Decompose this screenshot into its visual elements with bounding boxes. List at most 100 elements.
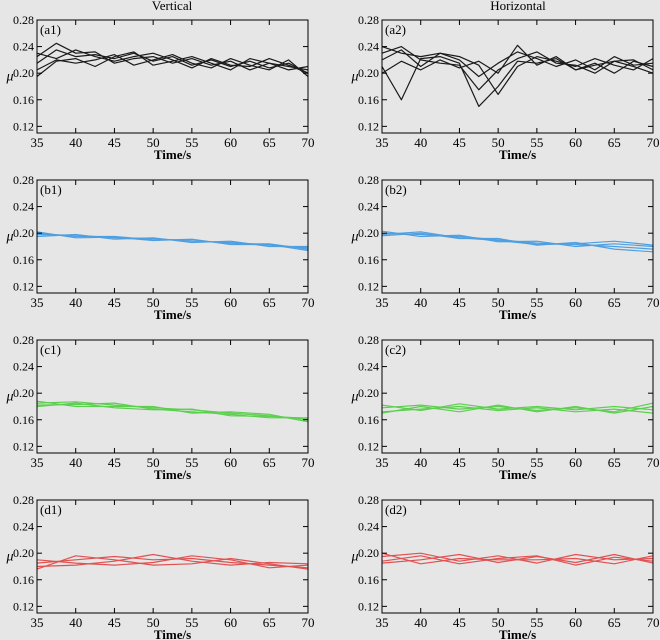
x-tick-label: 45 bbox=[108, 135, 121, 150]
x-tick-label: 35 bbox=[376, 615, 389, 630]
y-tick-label: 0.12 bbox=[358, 599, 379, 613]
x-tick-label: 65 bbox=[608, 455, 621, 470]
x-tick-label: 50 bbox=[492, 135, 505, 150]
series-line-a2-2 bbox=[381, 56, 654, 107]
y-axis-label: μ bbox=[350, 70, 358, 85]
series-line-a1-3 bbox=[36, 54, 309, 77]
x-tick-label: 40 bbox=[414, 135, 427, 150]
x-tick-label: 50 bbox=[492, 615, 505, 630]
y-tick-label: 0.12 bbox=[13, 119, 34, 133]
y-tick-label: 0.16 bbox=[13, 93, 34, 107]
series-line-d2-3 bbox=[381, 552, 654, 565]
x-tick-label: 45 bbox=[108, 455, 121, 470]
x-tick-label: 35 bbox=[31, 615, 44, 630]
x-tick-label: 35 bbox=[376, 295, 389, 310]
x-tick-label: 70 bbox=[302, 135, 315, 150]
x-tick-label: 60 bbox=[569, 455, 582, 470]
series-line-c1-4 bbox=[36, 402, 309, 419]
y-tick-label: 0.28 bbox=[358, 173, 379, 187]
x-tick-label: 65 bbox=[263, 295, 276, 310]
x-tick-label: 40 bbox=[69, 615, 82, 630]
chart-panel-b2: 35 40 45 50 55 60 65 70 0.12 0.16 0.20 0.24 0.28 Time… bbox=[350, 173, 659, 322]
x-tick-label: 45 bbox=[453, 135, 466, 150]
series-line-b2-3 bbox=[381, 230, 654, 248]
y-tick-label: 0.28 bbox=[13, 13, 34, 27]
series-line-b1-4 bbox=[36, 231, 309, 252]
y-tick-label: 0.16 bbox=[358, 253, 379, 267]
y-tick-label: 0.24 bbox=[13, 520, 34, 534]
x-tick-label: 65 bbox=[263, 455, 276, 470]
series-line-a2-1 bbox=[381, 46, 654, 91]
x-tick-label: 40 bbox=[69, 135, 82, 150]
series-line-a2-3 bbox=[381, 46, 654, 78]
y-tick-label: 0.20 bbox=[13, 226, 34, 240]
series-line-c1-1 bbox=[36, 401, 309, 421]
y-axis-label: μ bbox=[5, 70, 13, 85]
y-tick-label: 0.24 bbox=[13, 200, 34, 214]
y-tick-label: 0.12 bbox=[358, 279, 379, 293]
y-axis-label: μ bbox=[350, 390, 358, 405]
x-tick-label: 55 bbox=[530, 135, 543, 150]
x-tick-label: 55 bbox=[185, 455, 198, 470]
plot-frame bbox=[381, 499, 654, 614]
y-tick-label: 0.12 bbox=[358, 439, 379, 453]
x-tick-label: 65 bbox=[608, 615, 621, 630]
x-tick-label: 40 bbox=[414, 455, 427, 470]
y-tick-label: 0.20 bbox=[13, 66, 34, 80]
x-tick-label: 70 bbox=[302, 615, 315, 630]
y-tick-label: 0.16 bbox=[358, 93, 379, 107]
panel-label: (d2) bbox=[385, 502, 407, 517]
y-tick-label: 0.24 bbox=[358, 360, 379, 374]
plot-frame bbox=[381, 19, 654, 134]
x-tick-label: 35 bbox=[31, 455, 44, 470]
y-tick-label: 0.16 bbox=[13, 573, 34, 587]
y-tick-label: 0.28 bbox=[358, 493, 379, 507]
x-tick-label: 60 bbox=[224, 455, 237, 470]
y-axis-label: μ bbox=[5, 550, 13, 565]
plot-frame bbox=[36, 179, 309, 294]
y-axis-label: μ bbox=[5, 390, 13, 405]
x-tick-label: 40 bbox=[69, 455, 82, 470]
plot-frame bbox=[381, 339, 654, 454]
x-tick-label: 40 bbox=[414, 295, 427, 310]
y-tick-label: 0.24 bbox=[358, 520, 379, 534]
y-tick-label: 0.16 bbox=[13, 253, 34, 267]
panel-label: (c1) bbox=[40, 342, 61, 357]
y-axis-label: μ bbox=[350, 550, 358, 565]
panel-label: (b1) bbox=[40, 182, 62, 197]
y-tick-label: 0.12 bbox=[13, 279, 34, 293]
x-tick-label: 40 bbox=[414, 615, 427, 630]
x-tick-label: 45 bbox=[108, 295, 121, 310]
x-tick-label: 45 bbox=[453, 455, 466, 470]
y-tick-label: 0.16 bbox=[13, 413, 34, 427]
x-tick-label: 35 bbox=[31, 295, 44, 310]
x-tick-label: 60 bbox=[224, 615, 237, 630]
y-tick-label: 0.20 bbox=[358, 66, 379, 80]
y-tick-label: 0.20 bbox=[358, 386, 379, 400]
x-tick-label: 70 bbox=[647, 615, 660, 630]
x-tick-label: 40 bbox=[69, 295, 82, 310]
panel-label: (a2) bbox=[385, 22, 406, 37]
x-tick-label: 55 bbox=[185, 295, 198, 310]
y-tick-label: 0.20 bbox=[358, 546, 379, 560]
y-tick-label: 0.24 bbox=[13, 40, 34, 54]
series-line-c2-3 bbox=[381, 403, 654, 412]
plot-frame bbox=[36, 19, 309, 134]
y-tick-label: 0.20 bbox=[13, 386, 34, 400]
series-line-c2-2 bbox=[381, 405, 654, 414]
x-tick-label: 55 bbox=[530, 455, 543, 470]
column-title-vertical: Vertical bbox=[152, 0, 193, 13]
y-tick-label: 0.28 bbox=[13, 493, 34, 507]
x-tick-label: 60 bbox=[224, 295, 237, 310]
x-tick-label: 35 bbox=[31, 135, 44, 150]
x-tick-label: 45 bbox=[453, 295, 466, 310]
x-tick-label: 65 bbox=[263, 135, 276, 150]
x-tick-label: 70 bbox=[302, 455, 315, 470]
plot-frame bbox=[36, 339, 309, 454]
panel-label: (a1) bbox=[40, 22, 61, 37]
x-tick-label: 50 bbox=[147, 135, 160, 150]
x-tick-label: 50 bbox=[147, 615, 160, 630]
x-tick-label: 70 bbox=[647, 455, 660, 470]
column-title-horizontal: Horizontal bbox=[490, 0, 546, 13]
chart-panel-d1: 35 40 45 50 55 60 65 70 0.12 0.16 0.20 0.24 0.28 Time… bbox=[5, 493, 314, 640]
